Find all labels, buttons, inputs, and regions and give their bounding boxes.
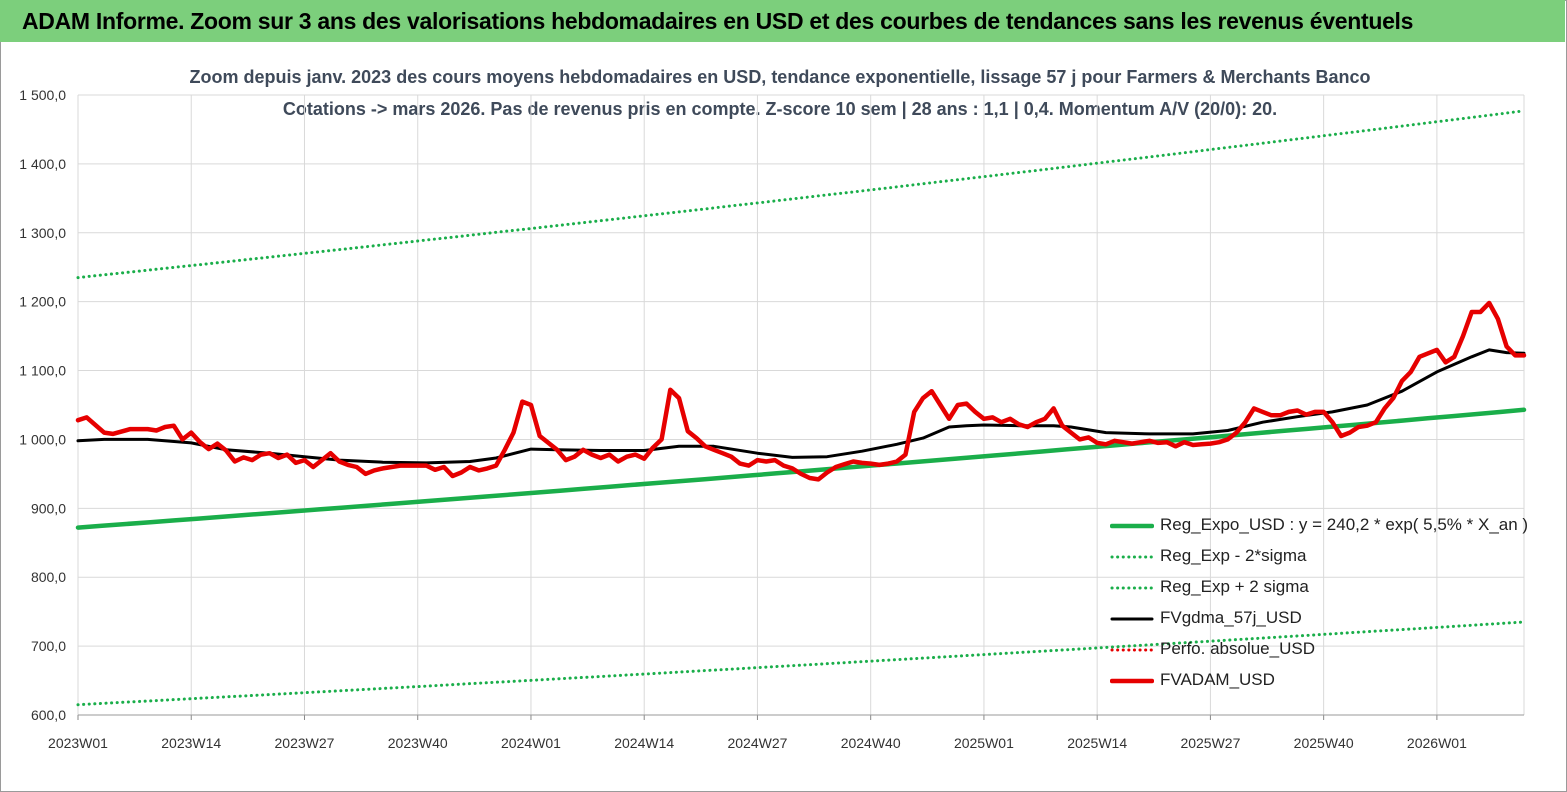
series-lines [75,109,1527,707]
report-banner: ADAM Informe. Zoom sur 3 ans des valoris… [0,0,1565,42]
y-tick-label: 1 500,0 [19,87,66,103]
x-tick-label: 2025W01 [954,735,1014,751]
legend-label: Reg_Exp - 2*sigma [1160,546,1307,565]
legend-item: Reg_Expo_USD : y = 240,2 * exp( 5,5% * X… [1110,515,1540,546]
legend-swatch [1110,617,1154,621]
chart-title: Zoom depuis janv. 2023 des cours moyens … [189,67,1371,87]
legend-label: Reg_Expo_USD : y = 240,2 * exp( 5,5% * X… [1160,515,1529,534]
legend-item: Reg_Exp - 2*sigma [1110,546,1540,577]
x-tick-label: 2024W01 [501,735,561,751]
legend-label: FVgdma_57j_USD [1160,608,1302,627]
legend-swatch [1110,678,1154,684]
y-tick-label: 900,0 [31,500,66,516]
x-tick-label: 2023W27 [275,735,335,751]
legend-label: Reg_Exp + 2 sigma [1160,577,1309,596]
y-tick-label: 1 100,0 [19,363,66,379]
report-title: ADAM Informe. Zoom sur 3 ans des valoris… [22,8,1414,34]
reg-exp-plus-2sigma-line [76,109,1526,280]
legend-swatch [1110,555,1154,559]
x-tick-label: 2023W14 [161,735,221,751]
y-tick-label: 700,0 [31,638,66,654]
legend-label: Perfo. absolue_USD [1160,639,1315,658]
x-tick-label: 2025W14 [1067,735,1127,751]
legend-swatch [1110,648,1154,652]
y-tick-label: 1 000,0 [19,431,66,447]
y-tick-label: 1 200,0 [19,294,66,310]
x-tick-label: 2024W27 [727,735,787,751]
x-tick-label: 2026W01 [1407,735,1467,751]
gridlines [77,94,1525,720]
reg-expo-line [75,407,1527,530]
x-axis-ticks: 2023W01 2023W14 2023W27 2023W40 2024W01 2024W… [48,735,1467,751]
legend-item: Perfo. absolue_USD [1110,639,1540,670]
legend-swatch [1110,523,1154,529]
y-axis-ticks: 600,0 700,0 800,0 900,0 1 000,0 1 100,0 1 200,… [19,87,66,723]
legend-item: FVgdma_57j_USD [1110,608,1540,639]
reg-exp-minus-2sigma-line [76,620,1526,707]
fvgdma-57j-line [76,348,1526,465]
x-tick-label: 2023W40 [388,735,448,751]
x-tick-label: 2025W40 [1294,735,1354,751]
legend-item: FVADAM_USD [1110,670,1540,701]
y-tick-label: 600,0 [31,707,66,723]
legend-label: FVADAM_USD [1160,670,1275,689]
x-tick-label: 2024W14 [614,735,674,751]
y-tick-label: 1 400,0 [19,156,66,172]
fvadam-line [75,300,1527,482]
y-tick-label: 1 300,0 [19,225,66,241]
y-tick-label: 800,0 [31,569,66,585]
chart-legend: Reg_Expo_USD : y = 240,2 * exp( 5,5% * X… [1110,515,1540,701]
x-tick-label: 2025W27 [1180,735,1240,751]
legend-swatch [1110,586,1154,590]
x-tick-label: 2023W01 [48,735,108,751]
x-tick-label: 2024W40 [841,735,901,751]
legend-item: Reg_Exp + 2 sigma [1110,577,1540,608]
